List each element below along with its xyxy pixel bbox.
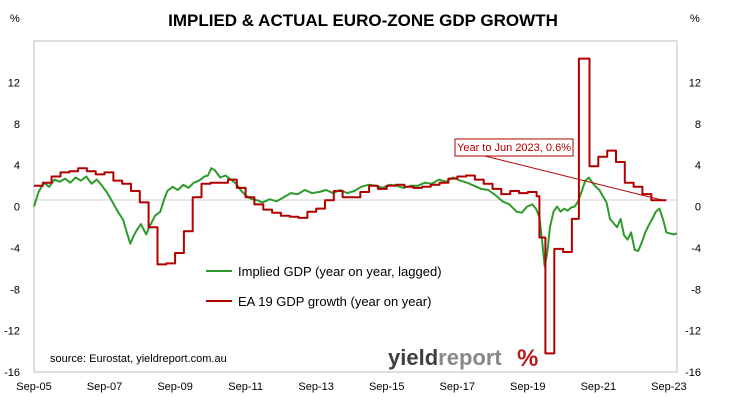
x-tick: Sep-23 bbox=[651, 381, 686, 393]
legend: Implied GDP (year on year, lagged) EA 19… bbox=[206, 264, 442, 309]
left-y-axis: -16 -12 -8 -4 0 4 8 12 bbox=[4, 77, 20, 379]
x-tick: Sep-07 bbox=[87, 381, 122, 393]
x-tick: Sep-19 bbox=[510, 381, 545, 393]
x-tick: Sep-05 bbox=[16, 381, 51, 393]
x-tick: Sep-09 bbox=[157, 381, 192, 393]
y-tick-right: -4 bbox=[691, 243, 701, 255]
x-tick: Sep-13 bbox=[298, 381, 333, 393]
source-note: source: Eurostat, yieldreport.com.au bbox=[50, 353, 227, 365]
series-ea19-gdp-line bbox=[34, 57, 667, 355]
y-tick-right: -16 bbox=[685, 367, 701, 379]
legend-label-implied-gdp: Implied GDP (year on year, lagged) bbox=[238, 264, 442, 279]
series-layer bbox=[33, 57, 678, 355]
y-tick-left: -8 bbox=[10, 284, 20, 296]
x-tick: Sep-21 bbox=[581, 381, 616, 393]
chart-title: IMPLIED & ACTUAL EURO-ZONE GDP GROWTH bbox=[168, 11, 558, 30]
y-tick-right: -12 bbox=[685, 326, 701, 338]
annotation-box bbox=[454, 138, 574, 157]
logo-text-yield: yield bbox=[388, 345, 438, 370]
plot-area bbox=[33, 40, 678, 373]
y-tick-right: 0 bbox=[695, 202, 701, 214]
right-y-axis: -16 -12 -8 -4 0 4 8 12 bbox=[685, 77, 701, 379]
x-tick: Sep-11 bbox=[228, 381, 263, 393]
y-tick-right: 12 bbox=[689, 77, 701, 89]
y-tick-right: 8 bbox=[695, 119, 701, 131]
y-tick-left: -16 bbox=[4, 367, 20, 379]
legend-label-ea19-gdp: EA 19 GDP growth (year on year) bbox=[238, 294, 431, 309]
y-tick-left: 12 bbox=[8, 77, 20, 89]
annotation-leader-line bbox=[484, 155, 664, 201]
x-axis: Sep-05 Sep-07 Sep-09 Sep-11 Sep-13 Sep-15 Sep-… bbox=[16, 381, 686, 393]
logo-text-report: report bbox=[438, 345, 502, 370]
y-tick-left: 8 bbox=[14, 119, 20, 131]
right-axis-unit: % bbox=[690, 13, 700, 25]
logo-percent-icon: % bbox=[517, 345, 538, 372]
annotation-layer: Year to Jun 2023, 0.6% bbox=[454, 138, 664, 201]
y-tick-left: 4 bbox=[14, 160, 20, 172]
y-tick-left: 0 bbox=[14, 202, 20, 214]
annotation-text: Year to Jun 2023, 0.6% bbox=[457, 142, 571, 154]
x-tick: Sep-15 bbox=[369, 381, 404, 393]
svg-text:yieldreport: yieldreport bbox=[388, 345, 502, 370]
y-tick-left: -12 bbox=[4, 326, 20, 338]
y-tick-right: 4 bbox=[695, 160, 701, 172]
yieldreport-logo: yieldreport % bbox=[388, 345, 538, 372]
x-tick: Sep-17 bbox=[440, 381, 475, 393]
y-tick-right: -8 bbox=[691, 284, 701, 296]
y-tick-left: -4 bbox=[10, 243, 20, 255]
left-axis-unit: % bbox=[10, 13, 20, 25]
